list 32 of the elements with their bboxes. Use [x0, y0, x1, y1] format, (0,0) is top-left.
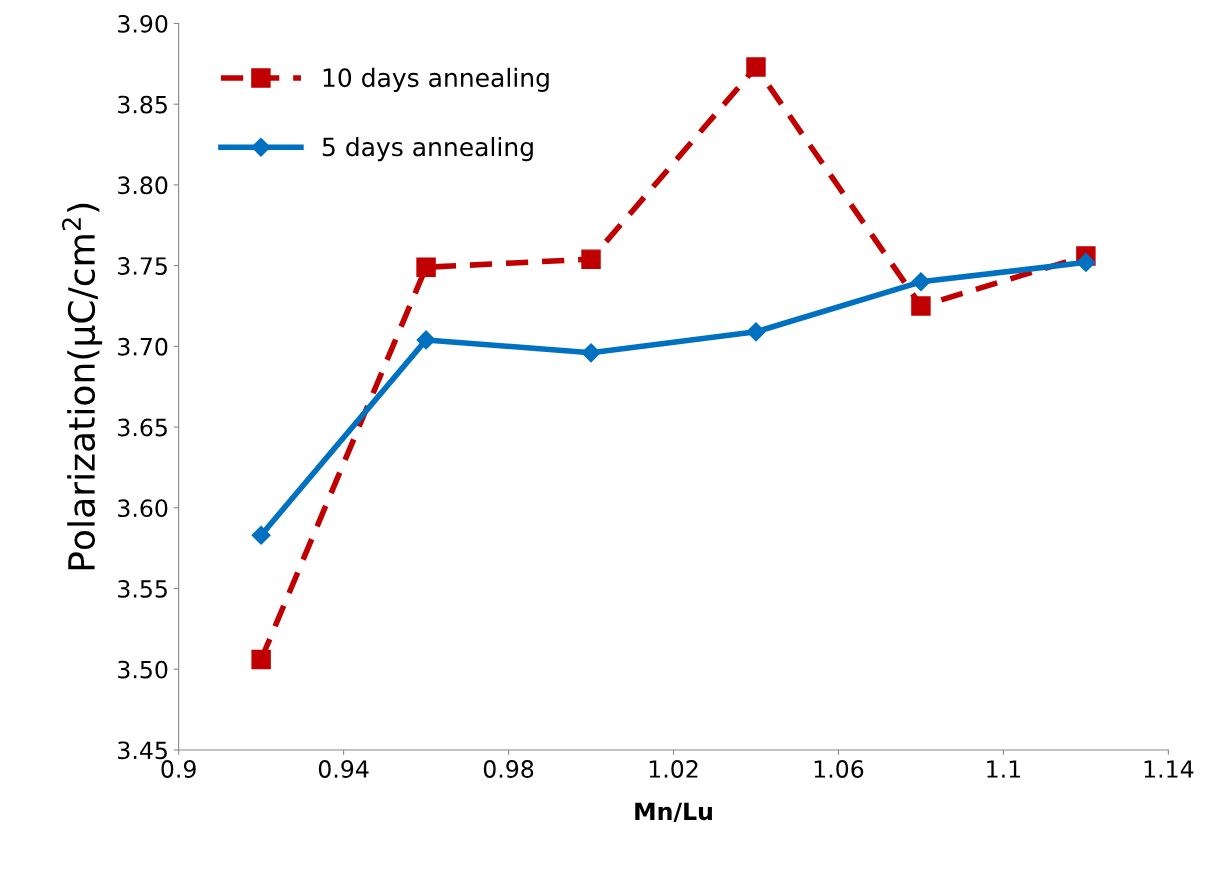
legend-label: 10 days annealing — [323, 67, 549, 92]
point — [911, 272, 931, 292]
y-tick-label: 3.70 — [118, 337, 168, 356]
y-tick-label: 3.90 — [118, 14, 168, 33]
y-tick-label: 3.65 — [118, 418, 167, 437]
point — [746, 322, 766, 342]
y-tick-label: 3.50 — [118, 660, 168, 679]
y-tick-label: 3.60 — [118, 499, 168, 518]
y-tick-label: 3.85 — [118, 95, 167, 114]
point — [746, 57, 766, 77]
x-tick-label: 0.94 — [318, 760, 369, 778]
point — [251, 525, 271, 545]
y-tick-label: 3.55 — [118, 579, 167, 598]
y-tick-label: 3.45 — [118, 741, 167, 760]
x-tick-label: 1.14 — [1144, 760, 1194, 778]
point — [581, 343, 601, 363]
x-tick-label: 0.98 — [483, 760, 534, 778]
x-axis-title: Mn/Lu — [635, 802, 712, 823]
point — [416, 257, 436, 277]
y-tick-label: 3.75 — [118, 257, 167, 275]
point — [581, 249, 601, 269]
point — [911, 296, 931, 316]
y-axis-title: Polarization(μC/cm$^{2}$) — [62, 203, 103, 570]
legend-label: 5 days annealing — [322, 136, 533, 162]
x-tick-label: 1.1 — [987, 760, 1021, 778]
x-tick-label: 0.9 — [161, 760, 196, 778]
point — [1076, 252, 1096, 272]
point — [251, 649, 271, 670]
point — [416, 330, 436, 350]
x-tick-label: 1.06 — [814, 760, 864, 778]
y-tick-label: 3.80 — [118, 176, 168, 195]
x-tick-label: 1.02 — [649, 760, 698, 778]
